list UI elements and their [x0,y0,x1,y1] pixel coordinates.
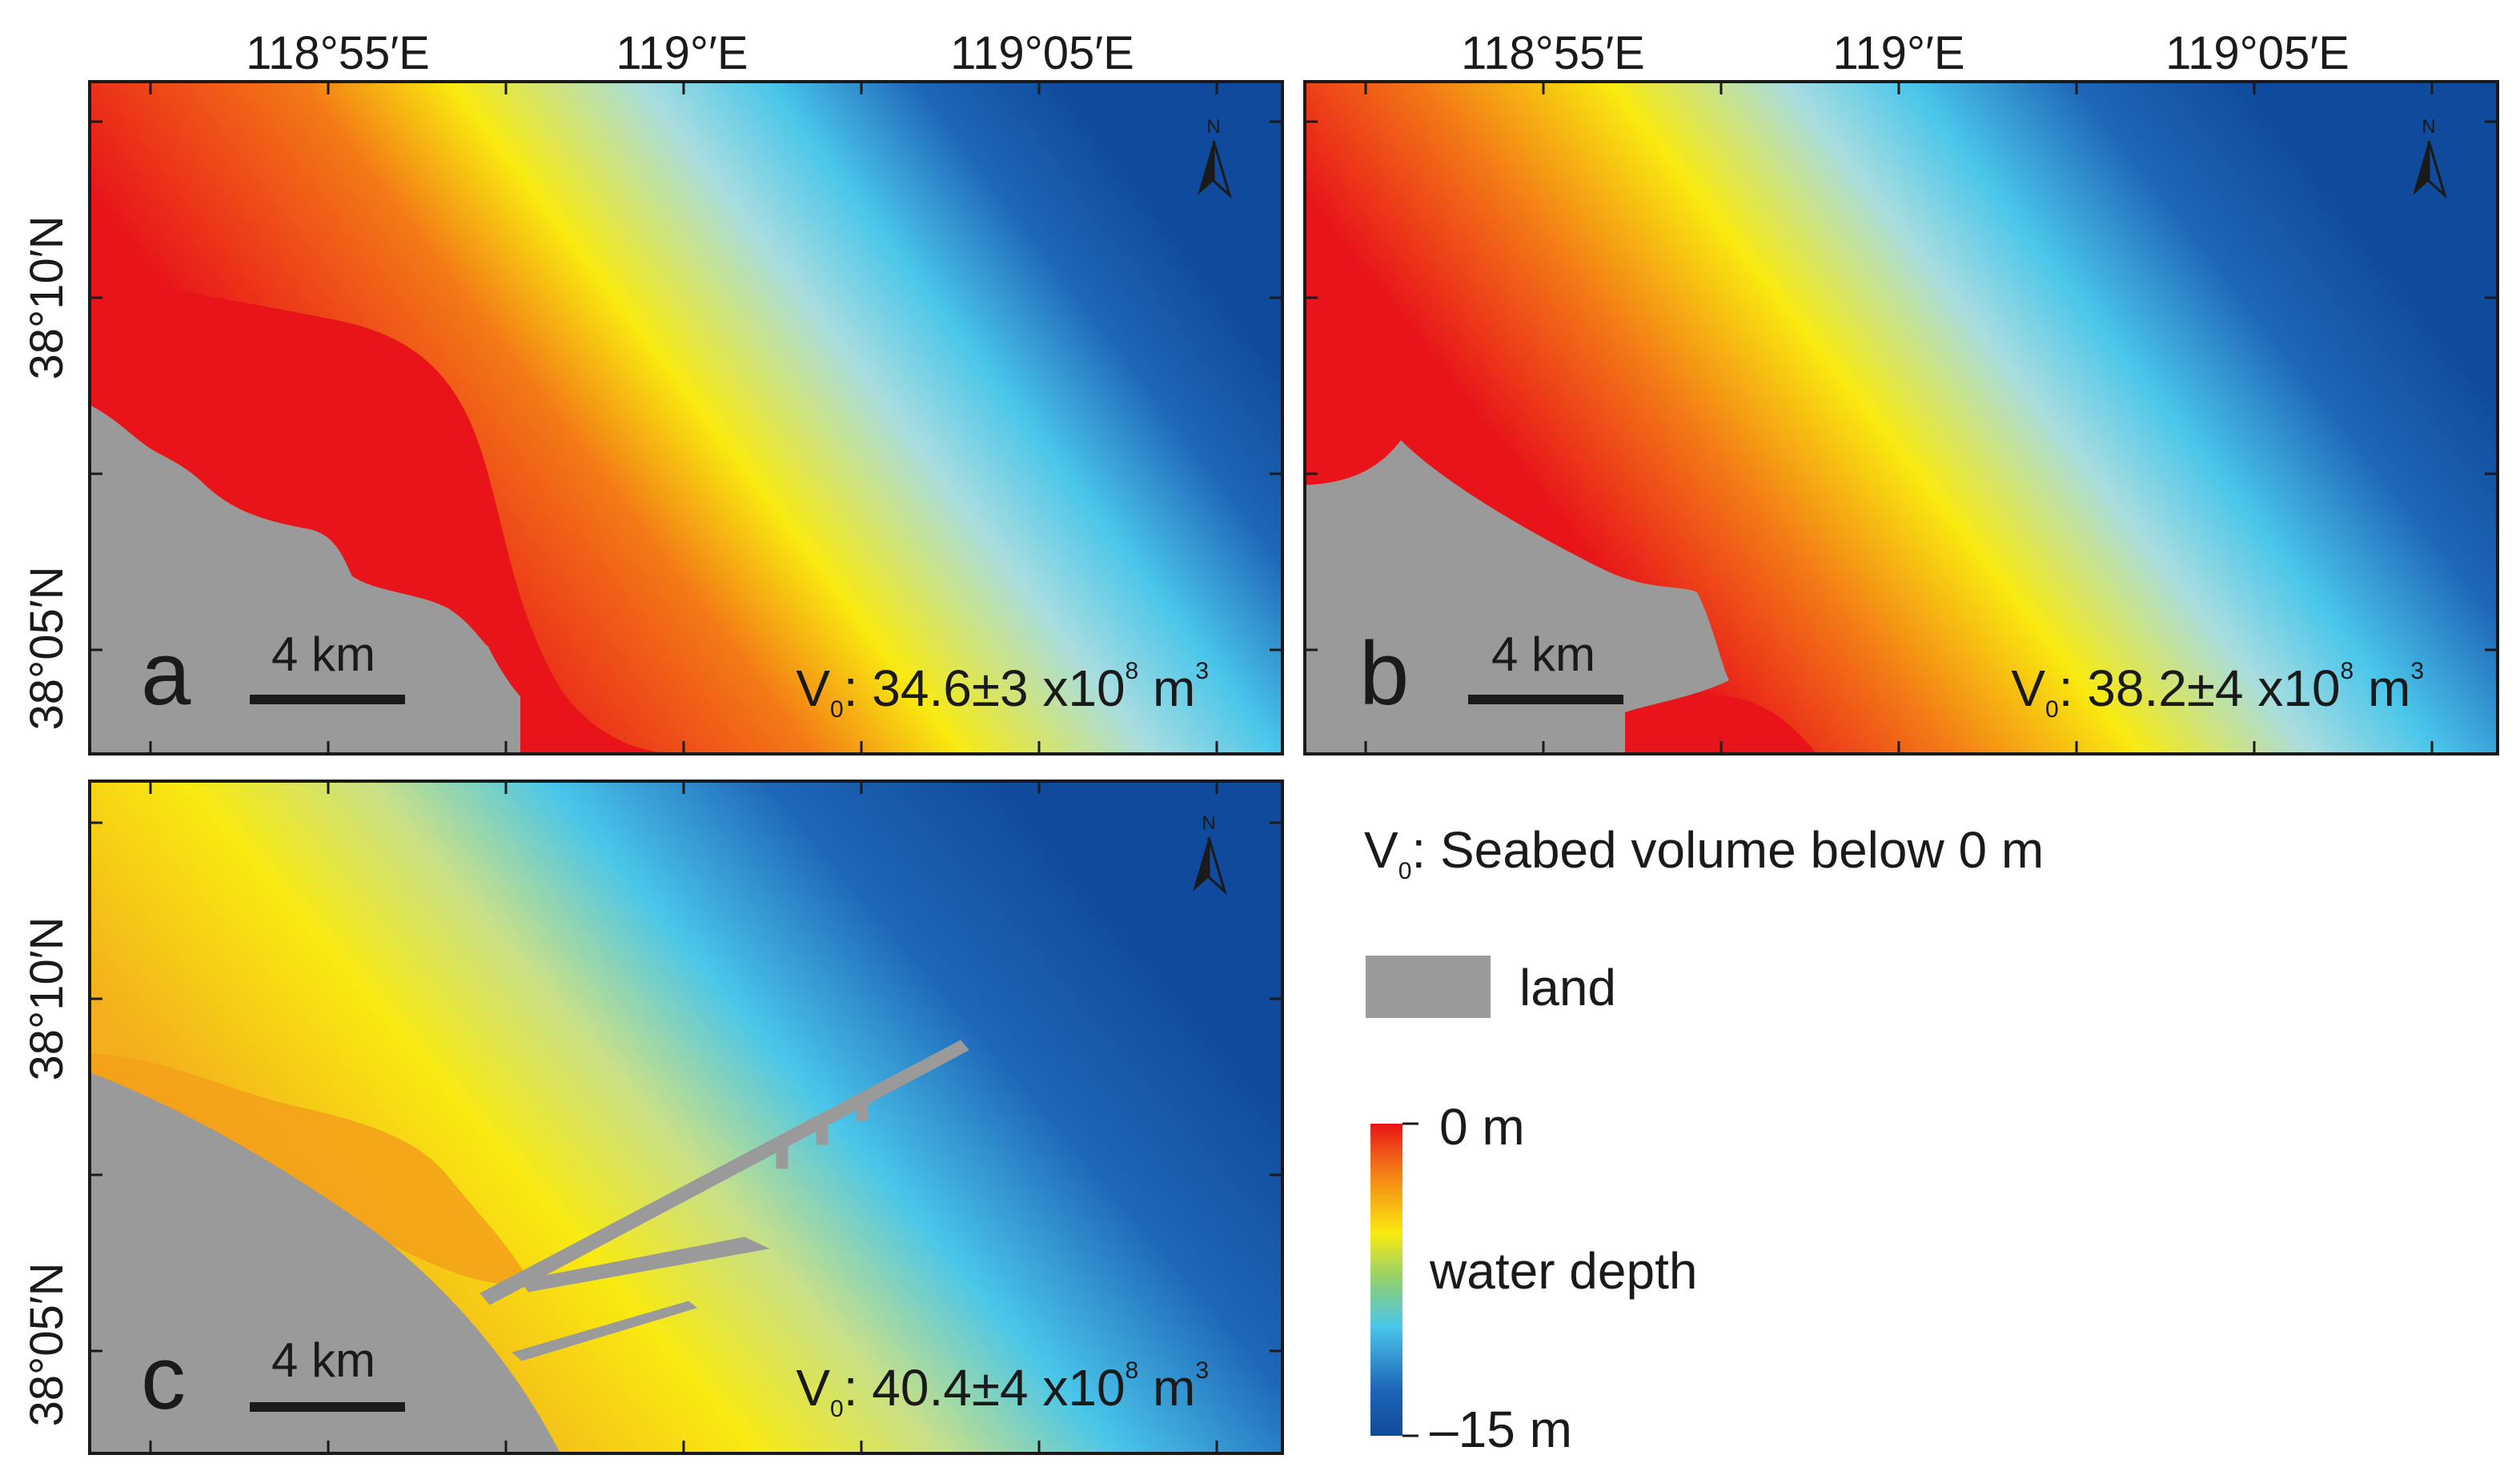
land-polygon [90,1072,560,1453]
lon-tick-label: 119°′E [1832,27,1964,79]
scale-bar [250,1402,405,1412]
svg-text:N: N [2422,116,2435,138]
colorbar-mid-label: water depth [1429,1242,1697,1300]
legend: V0: Seabed volume below 0 m land 0 m wat… [1364,821,2044,1458]
lat-tick-label: 38°10′N [21,216,73,380]
land-swatch [1366,956,1491,1018]
legend-volume-definition: V0: Seabed volume below 0 m [1364,821,2044,884]
scale-bar-label: 4 km [271,1333,375,1387]
north-arrow-icon: N [2413,116,2447,199]
svg-text:N: N [1206,116,1220,138]
map-frame [88,780,1284,1455]
map-frame [1303,80,2499,756]
land-polygon [1305,440,1729,754]
map-ticks [90,781,1282,1453]
map-frame [88,80,1284,756]
panel-letter: a [141,623,191,723]
panel-letter: b [1359,623,1409,723]
scale-bar-label: 4 km [271,627,375,681]
svg-text:N: N [1202,812,1215,834]
panel-a: N a 4 km V0: 34.6±3 x108 m3 [88,80,1284,756]
panel-b: N b 4 km V0: 38.2±4 x108 m3 [1303,80,2499,756]
volume-label: V0: 38.2±4 x108 m3 [2011,658,2424,723]
red-shoal-area [1625,695,1817,754]
panel-letter: c [141,1328,186,1428]
scale-bar [1468,695,1623,704]
colorbar-bottom-label: –15 m [1430,1401,1572,1458]
scale-bar [250,695,405,704]
lon-tick-label: 118°55′E [246,27,430,79]
north-arrow-icon: N [1198,116,1232,199]
port-jetty [480,1040,969,1361]
volume-label: V0: 40.4±4 x108 m3 [796,1357,1209,1422]
lon-tick-label: 119°05′E [950,27,1134,79]
lat-tick-label: 38°05′N [21,567,73,731]
colorbar-top-label: 0 m [1439,1098,1525,1156]
lon-tick-label: 119°05′E [2165,27,2349,79]
scale-bar-label: 4 km [1491,627,1595,681]
orange-shoal-patch [90,1053,528,1284]
legend-land-label: land [1519,959,1616,1016]
lat-tick-label: 38°10′N [21,917,73,1081]
map-ticks [90,82,1282,754]
lon-tick-label: 119°′E [616,27,748,79]
lon-tick-label: 118°55′E [1461,27,1645,79]
land-polygon [90,405,520,754]
panel-c: N c 4 km V0: 40.4±4 x108 m3 [88,780,1284,1455]
volume-label: V0: 34.6±3 x108 m3 [796,658,1209,723]
lat-tick-label: 38°05′N [21,1263,73,1427]
depth-colorbar [1370,1124,1402,1436]
map-ticks [1305,82,2498,754]
north-arrow-icon: N [1193,812,1227,896]
